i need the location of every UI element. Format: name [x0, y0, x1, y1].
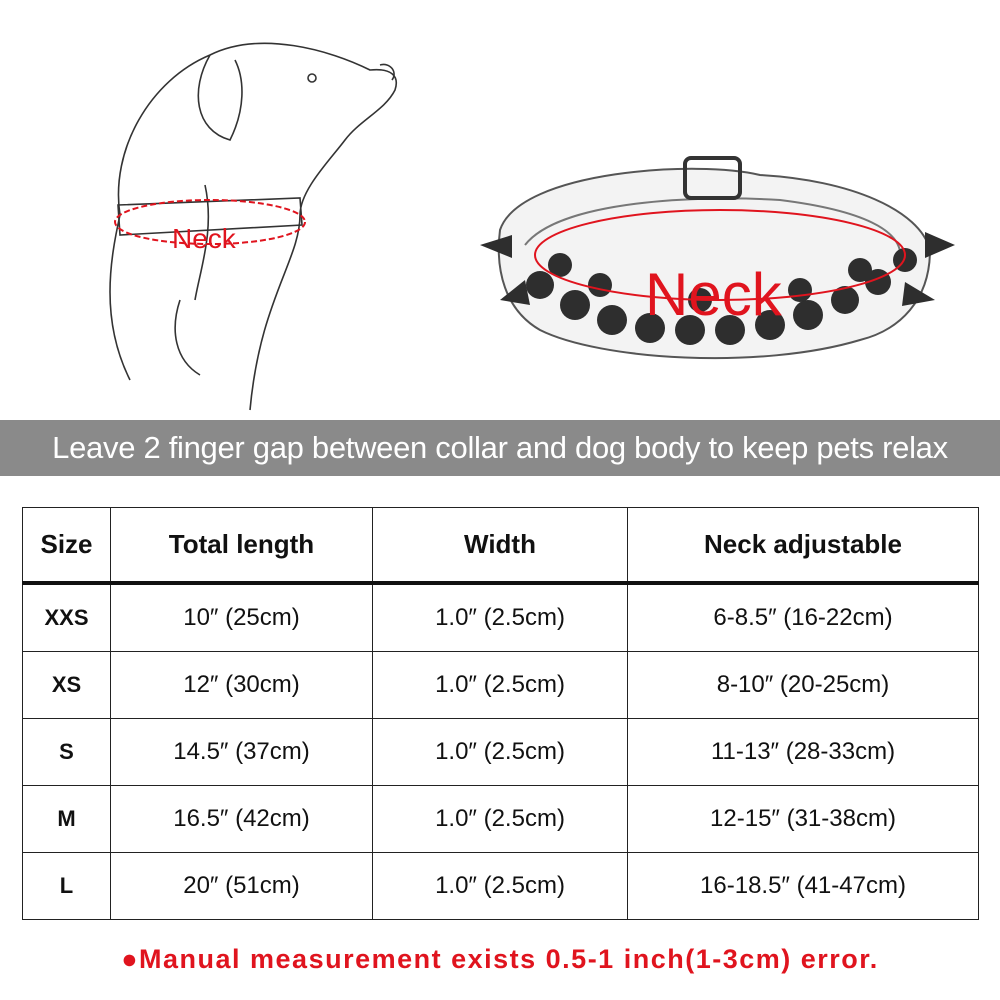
cell-size: M [22, 785, 111, 853]
dog-neck-label: Neck [172, 223, 237, 254]
table-row: S 14.5″ (37cm) 1.0″ (2.5cm) 11-13″ (28-3… [22, 718, 979, 786]
cell-total-length: 20″ (51cm) [110, 852, 373, 920]
measurement-error-note: ●Manual measurement exists 0.5-1 inch(1-… [121, 944, 879, 974]
cell-width: 1.0″ (2.5cm) [372, 718, 628, 786]
collar-neck-marker [534, 209, 906, 301]
cell-size: XXS [22, 582, 111, 652]
size-chart-table: Size Total length Width Neck adjustable … [22, 507, 979, 920]
cell-neck-adjustable: 16-18.5″ (41-47cm) [627, 852, 979, 920]
cell-total-length: 10″ (25cm) [110, 582, 373, 652]
cell-width: 1.0″ (2.5cm) [372, 852, 628, 920]
table-row: XXS 10″ (25cm) 1.0″ (2.5cm) 6-8.5″ (16-2… [22, 582, 979, 652]
cell-total-length: 12″ (30cm) [110, 651, 373, 719]
illustrations: Neck Neck [109, 42, 955, 411]
table-header-row: Size Total length Width Neck adjustable [22, 507, 979, 585]
cell-width: 1.0″ (2.5cm) [372, 582, 628, 652]
table-row: XS 12″ (30cm) 1.0″ (2.5cm) 8-10″ (20-25c… [22, 651, 979, 719]
finger-gap-banner: Leave 2 finger gap between collar and do… [0, 420, 1000, 476]
cell-size: L [22, 852, 111, 920]
header-neck-adjustable: Neck adjustable [627, 507, 979, 585]
cell-neck-adjustable: 12-15″ (31-38cm) [627, 785, 979, 853]
cell-neck-adjustable: 8-10″ (20-25cm) [627, 651, 979, 719]
collar-neck-label: Neck [645, 261, 783, 328]
cell-neck-adjustable: 11-13″ (28-33cm) [627, 718, 979, 786]
cell-width: 1.0″ (2.5cm) [372, 785, 628, 853]
cell-width: 1.0″ (2.5cm) [372, 651, 628, 719]
cell-neck-adjustable: 6-8.5″ (16-22cm) [627, 582, 979, 652]
cell-total-length: 14.5″ (37cm) [110, 718, 373, 786]
header-size: Size [22, 507, 111, 585]
cell-size: S [22, 718, 111, 786]
dog-neck-marker [114, 199, 306, 245]
dog-sketch [109, 42, 397, 411]
cell-total-length: 16.5″ (42cm) [110, 785, 373, 853]
cell-size: XS [22, 651, 111, 719]
header-width: Width [372, 507, 628, 585]
table-row: M 16.5″ (42cm) 1.0″ (2.5cm) 12-15″ (31-3… [22, 785, 979, 853]
spiked-collar-image [480, 156, 955, 360]
header-total-length: Total length [110, 507, 373, 585]
table-row: L 20″ (51cm) 1.0″ (2.5cm) 16-18.5″ (41-4… [22, 852, 979, 920]
